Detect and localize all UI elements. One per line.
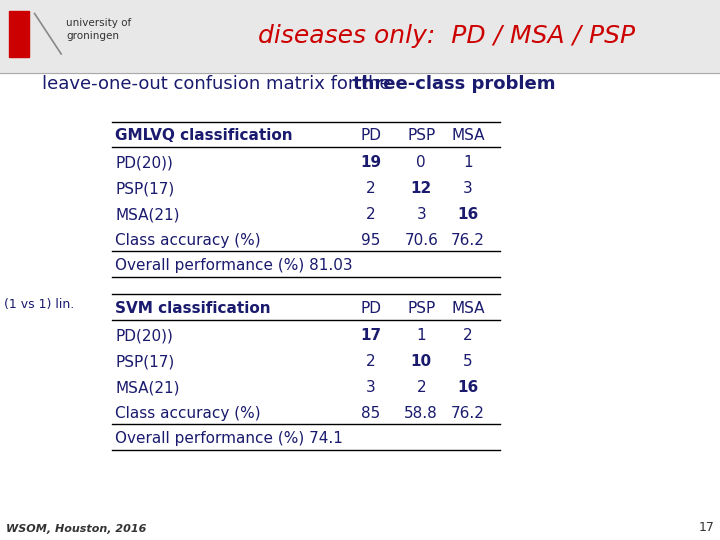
Text: PSP: PSP <box>407 129 436 143</box>
Text: 5: 5 <box>463 354 473 369</box>
Bar <box>0 0 720 73</box>
Text: 3: 3 <box>416 207 426 222</box>
Text: 12: 12 <box>410 181 432 197</box>
Text: MSA: MSA <box>451 301 485 316</box>
Text: PSP(17): PSP(17) <box>115 354 174 369</box>
Bar <box>9 11 29 57</box>
Text: PSP(17): PSP(17) <box>115 181 174 197</box>
Text: PD(20)): PD(20)) <box>115 328 173 343</box>
Text: 2: 2 <box>366 354 376 369</box>
Text: Overall performance (%) 74.1: Overall performance (%) 74.1 <box>115 431 343 445</box>
Text: PSP: PSP <box>407 301 436 316</box>
Text: 0: 0 <box>416 156 426 171</box>
Text: WSOM, Houston, 2016: WSOM, Houston, 2016 <box>6 523 146 534</box>
Text: PD: PD <box>360 301 382 316</box>
Text: 10: 10 <box>410 354 432 369</box>
Text: 1: 1 <box>416 328 426 343</box>
Text: university of
groningen: university of groningen <box>66 18 132 41</box>
Text: 85: 85 <box>361 406 380 421</box>
Text: Class accuracy (%): Class accuracy (%) <box>115 233 261 248</box>
Text: 58.8: 58.8 <box>405 406 438 421</box>
Text: three-class problem: three-class problem <box>353 75 555 93</box>
Text: PD: PD <box>360 129 382 143</box>
Text: 76.2: 76.2 <box>451 233 485 248</box>
Text: SVM classification: SVM classification <box>115 301 271 316</box>
Text: 19: 19 <box>360 156 382 171</box>
Text: Class accuracy (%): Class accuracy (%) <box>115 406 261 421</box>
Text: 2: 2 <box>463 328 473 343</box>
Text: MSA(21): MSA(21) <box>115 207 180 222</box>
Text: 1: 1 <box>463 156 473 171</box>
Text: 17: 17 <box>360 328 382 343</box>
Text: 95: 95 <box>361 233 380 248</box>
Text: 3: 3 <box>366 380 376 395</box>
Text: 3: 3 <box>463 181 473 197</box>
Text: 70.6: 70.6 <box>404 233 438 248</box>
Text: 17: 17 <box>698 521 714 534</box>
Text: 76.2: 76.2 <box>451 406 485 421</box>
Text: diseases only:  PD / MSA / PSP: diseases only: PD / MSA / PSP <box>258 24 635 48</box>
Text: leave-one-out confusion matrix for the: leave-one-out confusion matrix for the <box>42 75 396 93</box>
Text: Overall performance (%) 81.03: Overall performance (%) 81.03 <box>115 258 353 273</box>
Text: 2: 2 <box>416 380 426 395</box>
Text: GMLVQ classification: GMLVQ classification <box>115 129 293 143</box>
Text: (1 vs 1) lin.: (1 vs 1) lin. <box>4 298 74 311</box>
Text: MSA: MSA <box>451 129 485 143</box>
Text: 2: 2 <box>366 207 376 222</box>
Text: 16: 16 <box>457 380 479 395</box>
Text: PD(20)): PD(20)) <box>115 156 173 171</box>
Text: 2: 2 <box>366 181 376 197</box>
Text: 16: 16 <box>457 207 479 222</box>
Text: MSA(21): MSA(21) <box>115 380 180 395</box>
